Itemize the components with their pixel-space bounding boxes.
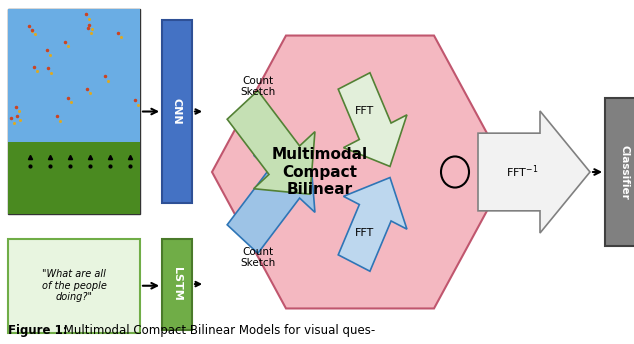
Polygon shape — [338, 73, 407, 166]
Bar — [8, 142, 140, 214]
Text: LSTM: LSTM — [172, 267, 182, 301]
Text: FFT: FFT — [356, 228, 375, 238]
Text: Classifier: Classifier — [619, 144, 629, 200]
Bar — [8, 9, 140, 142]
Polygon shape — [227, 150, 315, 253]
Text: FFT: FFT — [356, 106, 375, 116]
Polygon shape — [338, 178, 407, 271]
FancyBboxPatch shape — [8, 9, 140, 214]
FancyBboxPatch shape — [8, 239, 140, 333]
Text: Multimodal Compact Bilinear Models for visual ques-: Multimodal Compact Bilinear Models for v… — [60, 324, 375, 337]
Text: Count
Sketch: Count Sketch — [240, 247, 276, 268]
Polygon shape — [478, 111, 590, 233]
Text: "What are all
of the people
doing?": "What are all of the people doing?" — [42, 269, 107, 302]
Polygon shape — [227, 91, 315, 194]
Text: Count
Sketch: Count Sketch — [240, 76, 276, 97]
Text: CNN: CNN — [172, 98, 182, 125]
FancyBboxPatch shape — [605, 98, 634, 246]
Text: FFT$^{-1}$: FFT$^{-1}$ — [506, 164, 538, 180]
FancyBboxPatch shape — [162, 239, 192, 330]
Polygon shape — [212, 35, 508, 309]
Text: Figure 1:: Figure 1: — [8, 324, 68, 337]
FancyBboxPatch shape — [162, 20, 192, 203]
Text: Multimodal
Compact
Bilinear: Multimodal Compact Bilinear — [272, 147, 368, 197]
